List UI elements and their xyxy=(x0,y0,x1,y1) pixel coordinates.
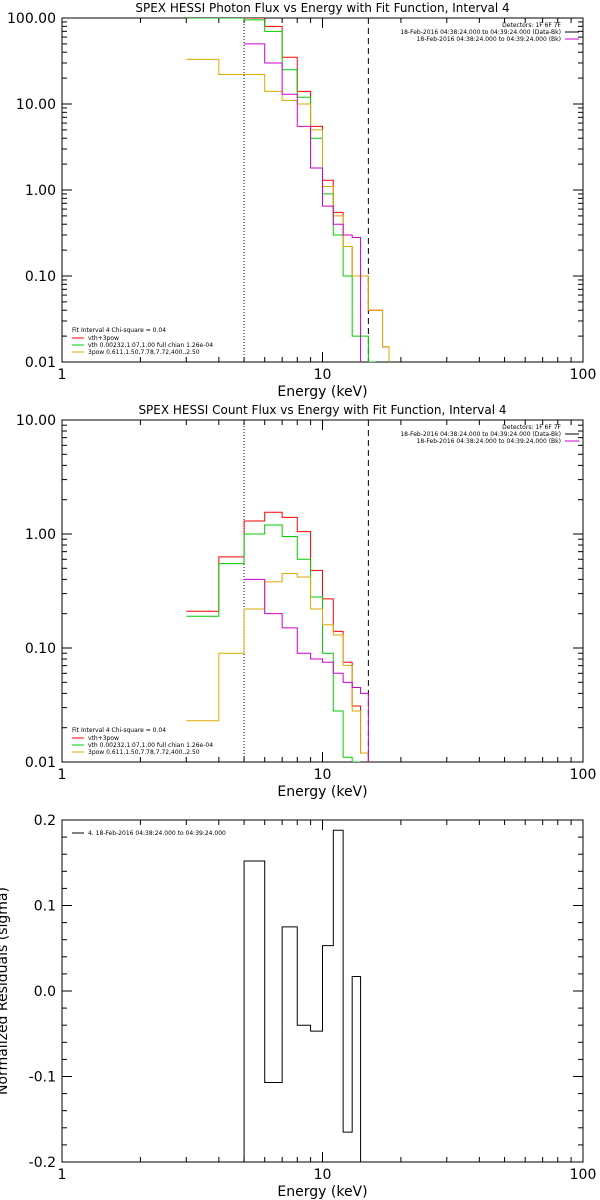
x-tick-label: 100 xyxy=(570,367,597,383)
fit-legend-entry: vth+3pow xyxy=(88,735,119,742)
y-tick-label: 1.00 xyxy=(25,183,56,199)
x-tick-label: 10 xyxy=(314,767,332,783)
x-tick-label: 1 xyxy=(58,1167,67,1183)
y-tick-label: -0.1 xyxy=(29,1070,56,1086)
y-tick-label: 10.00 xyxy=(16,97,56,113)
fit-legend-entry: 3pow 0.611,1.50,7.78,7.72,400.,2.50 xyxy=(88,349,200,356)
x-axis-title: Energy (keV) xyxy=(277,1184,367,1200)
series-line-3 xyxy=(186,573,369,762)
y-tick-label: 0.1 xyxy=(34,899,56,915)
y-tick-label: 0.10 xyxy=(25,269,56,285)
fit-legend-entry: vth 0.00232,1.07,1.00 full chian 1.26e-0… xyxy=(88,742,213,749)
x-tick-label: 10 xyxy=(314,1167,332,1183)
y-tick-label: 0.10 xyxy=(25,641,56,657)
series-group xyxy=(186,18,390,362)
series-line-4 xyxy=(244,43,362,362)
y-tick-label: 1.00 xyxy=(25,527,56,543)
chart-title: SPEX HESSI Count Flux vs Energy with Fit… xyxy=(138,403,506,417)
chart-panel-2 xyxy=(61,419,584,763)
x-tick-label: 100 xyxy=(570,767,597,783)
y-tick-label: 10.00 xyxy=(16,413,56,429)
y-axis-title: Normalized Residuals (sigma) xyxy=(0,887,11,1095)
fit-legend-header: Fit Interval 4 Chi-square = 0.04 xyxy=(72,727,166,734)
legend-entry: 4. 18-Feb-2016 04:38:24.000 to 04:39:24.… xyxy=(88,830,226,837)
series-group xyxy=(186,511,369,762)
fit-legend-entry: vth 0.00232,1.07,1.00 full chian 1.26e-0… xyxy=(88,342,213,349)
series-line-2 xyxy=(186,18,376,362)
series-line-1 xyxy=(243,829,362,1162)
x-tick-label: 100 xyxy=(570,1167,597,1183)
y-tick-label: 0.01 xyxy=(25,755,56,771)
y-tick-label: 0.2 xyxy=(34,813,56,829)
chart-panel-3 xyxy=(61,819,584,1163)
chart-panel-1 xyxy=(61,17,584,363)
y-tick-label: 0.01 xyxy=(25,355,56,371)
series-line-1 xyxy=(186,511,369,762)
y-tick-label: 100.00 xyxy=(7,11,56,27)
series-line-4 xyxy=(244,578,369,762)
fit-legend-header: Fit Interval 4 Chi-square = 0.04 xyxy=(72,327,166,334)
fit-legend-entry: vth+3pow xyxy=(88,335,119,342)
x-tick-label: 1 xyxy=(58,367,67,383)
series-line-2 xyxy=(186,524,361,762)
series-line-3 xyxy=(186,58,390,362)
series-line-1 xyxy=(244,18,390,362)
series-group xyxy=(243,829,362,1162)
legend-top-right-text: 18-Feb-2016 04:38:24.000 to 04:39:24.000… xyxy=(400,29,561,36)
chart-title: SPEX HESSI Photon Flux vs Energy with Fi… xyxy=(135,1,509,15)
fit-legend-entry: 3pow 0.611,1.50,7.78,7.72,400.,2.50 xyxy=(88,749,200,756)
legend-top-right-text: Detectors: 1F 6F 7F xyxy=(502,424,561,431)
y-tick-label: -0.2 xyxy=(29,1155,56,1171)
legend-top-right-text: 18-Feb-2016 04:38:24.000 to 04:39:24.000… xyxy=(417,438,561,445)
x-tick-label: 1 xyxy=(58,767,67,783)
x-axis-title: Energy (keV) xyxy=(277,384,367,400)
legend-top-right-text: 18-Feb-2016 04:38:24.000 to 04:39:24.000… xyxy=(417,36,561,43)
x-tick-label: 10 xyxy=(314,367,332,383)
legend-top-right-text: 18-Feb-2016 04:38:24.000 to 04:39:24.000… xyxy=(400,431,561,438)
y-tick-label: 0.0 xyxy=(34,984,56,1000)
legend-top-right-text: Detectors: 1F 6F 7F xyxy=(502,22,561,29)
x-axis-title: Energy (keV) xyxy=(277,784,367,800)
